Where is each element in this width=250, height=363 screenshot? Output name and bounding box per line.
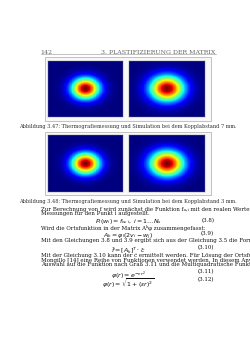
FancyBboxPatch shape bbox=[45, 57, 211, 121]
Text: 142: 142 bbox=[40, 50, 53, 56]
Text: (3.8): (3.8) bbox=[201, 217, 214, 223]
Text: Wird die Ortsfunktion in der Matrix Aᵏφ zusammengefasst:: Wird die Ortsfunktion in der Matrix Aᵏφ … bbox=[40, 224, 205, 231]
Text: Mit den Gleichungen 3.8 und 3.9 ergibt sich aus der Gleichung 3.5 die Form: Mit den Gleichungen 3.8 und 3.9 ergibt s… bbox=[40, 238, 250, 243]
Text: (3.12): (3.12) bbox=[198, 277, 214, 282]
Text: Abbildung 3.47: Thermografiemessung und Simulation bei dem Kopplabstand 7 mm.: Abbildung 3.47: Thermografiemessung und … bbox=[19, 125, 237, 130]
Text: $\varphi(r) = \sqrt{1 + (\varepsilon r)^2}$: $\varphi(r) = \sqrt{1 + (\varepsilon r)^… bbox=[102, 277, 154, 290]
Text: $\hat{f} = [A_k]^T \cdot \hat{c}$: $\hat{f} = [A_k]^T \cdot \hat{c}$ bbox=[111, 245, 145, 256]
Text: (3.9): (3.9) bbox=[201, 232, 214, 237]
Text: Zur Berechnung von f wird zunächst die Funktion fᵤ,ᵢ mit den realen Werten aus d: Zur Berechnung von f wird zunächst die F… bbox=[40, 207, 250, 212]
Text: $\varphi(r) = e^{-\varepsilon r^2}$: $\varphi(r) = e^{-\varepsilon r^2}$ bbox=[110, 269, 146, 282]
Text: Abbildung 3.48: Thermografiemessung und Simulation bei dem Kopplabstand 3 mm.: Abbildung 3.48: Thermografiemessung und … bbox=[19, 199, 237, 204]
Text: Auswahl auf die Funktion nach Graß 3.11 und die Multiquadratische Funktion 3.12 : Auswahl auf die Funktion nach Graß 3.11 … bbox=[40, 262, 250, 267]
Text: (3.11): (3.11) bbox=[198, 269, 214, 274]
Text: 3. PLASTIFIZIERUNG DER MATRIX: 3. PLASTIFIZIERUNG DER MATRIX bbox=[101, 50, 216, 56]
Text: $P_i(w_i) = f_{w,i},\; i = 1\ldots N_s$: $P_i(w_i) = f_{w,i},\; i = 1\ldots N_s$ bbox=[95, 217, 162, 226]
Text: Messungen für den Punkt i aufgestellt.: Messungen für den Punkt i aufgestellt. bbox=[40, 211, 149, 216]
Text: $A_k = \varphi_l(2v_i - w_j)$: $A_k = \varphi_l(2v_i - w_j)$ bbox=[103, 232, 153, 242]
Text: Mongillo [14] eine Reihe von Funktionen verwendet werden. In diesem Anwendungsfa: Mongillo [14] eine Reihe von Funktionen … bbox=[40, 258, 250, 262]
Text: Mit der Gleichung 3.10 kann der c̃ ermittelt werden. Für Lösung der Ortsfunktion: Mit der Gleichung 3.10 kann der c̃ ermit… bbox=[40, 253, 250, 258]
Text: (3.10): (3.10) bbox=[198, 245, 214, 250]
FancyBboxPatch shape bbox=[45, 132, 211, 195]
